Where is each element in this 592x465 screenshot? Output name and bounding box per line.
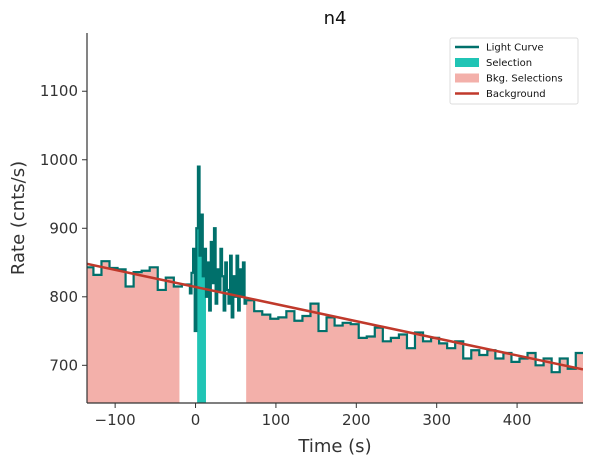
y-tick-label: 700 [49, 356, 78, 374]
x-tick-label: 0 [191, 411, 201, 429]
x-tick-label: 200 [342, 411, 371, 429]
legend-box [449, 37, 579, 105]
chart-title: n4 [324, 8, 347, 29]
background-fit-line [87, 262, 583, 371]
plot-content [87, 165, 583, 403]
x-tick-label: −100 [95, 411, 136, 429]
legend-label-2: Bkg. Selections [486, 74, 563, 85]
x-tick-label: 400 [503, 411, 532, 429]
legend-label-1: Selection [486, 58, 532, 69]
y-axis-label: Rate (cnts/s) [8, 161, 29, 275]
y-tick-label: 800 [49, 288, 78, 306]
bkg-selection-fill-1 [246, 300, 583, 403]
y-tick-label: 1100 [40, 82, 78, 100]
y-tick-label: 900 [49, 219, 78, 237]
x-axis-label: Time (s) [297, 436, 371, 457]
y-tick-label: 1000 [40, 151, 78, 169]
legend-swatch-2 [455, 73, 479, 83]
bkg-selection-fill-0 [87, 261, 180, 403]
legend-label-3: Background [486, 89, 546, 100]
legend-swatch-1 [455, 58, 479, 67]
axes: −100 0 100 200 300 400 700 800 900 1000 1100 [40, 33, 583, 429]
legend: Light Curve Selection Bkg. Selections Backg… [449, 37, 579, 105]
plot-area [87, 165, 583, 403]
x-tick-label: 100 [262, 411, 291, 429]
legend-label-0: Light Curve [486, 43, 544, 54]
x-tick-label: 300 [422, 411, 451, 429]
